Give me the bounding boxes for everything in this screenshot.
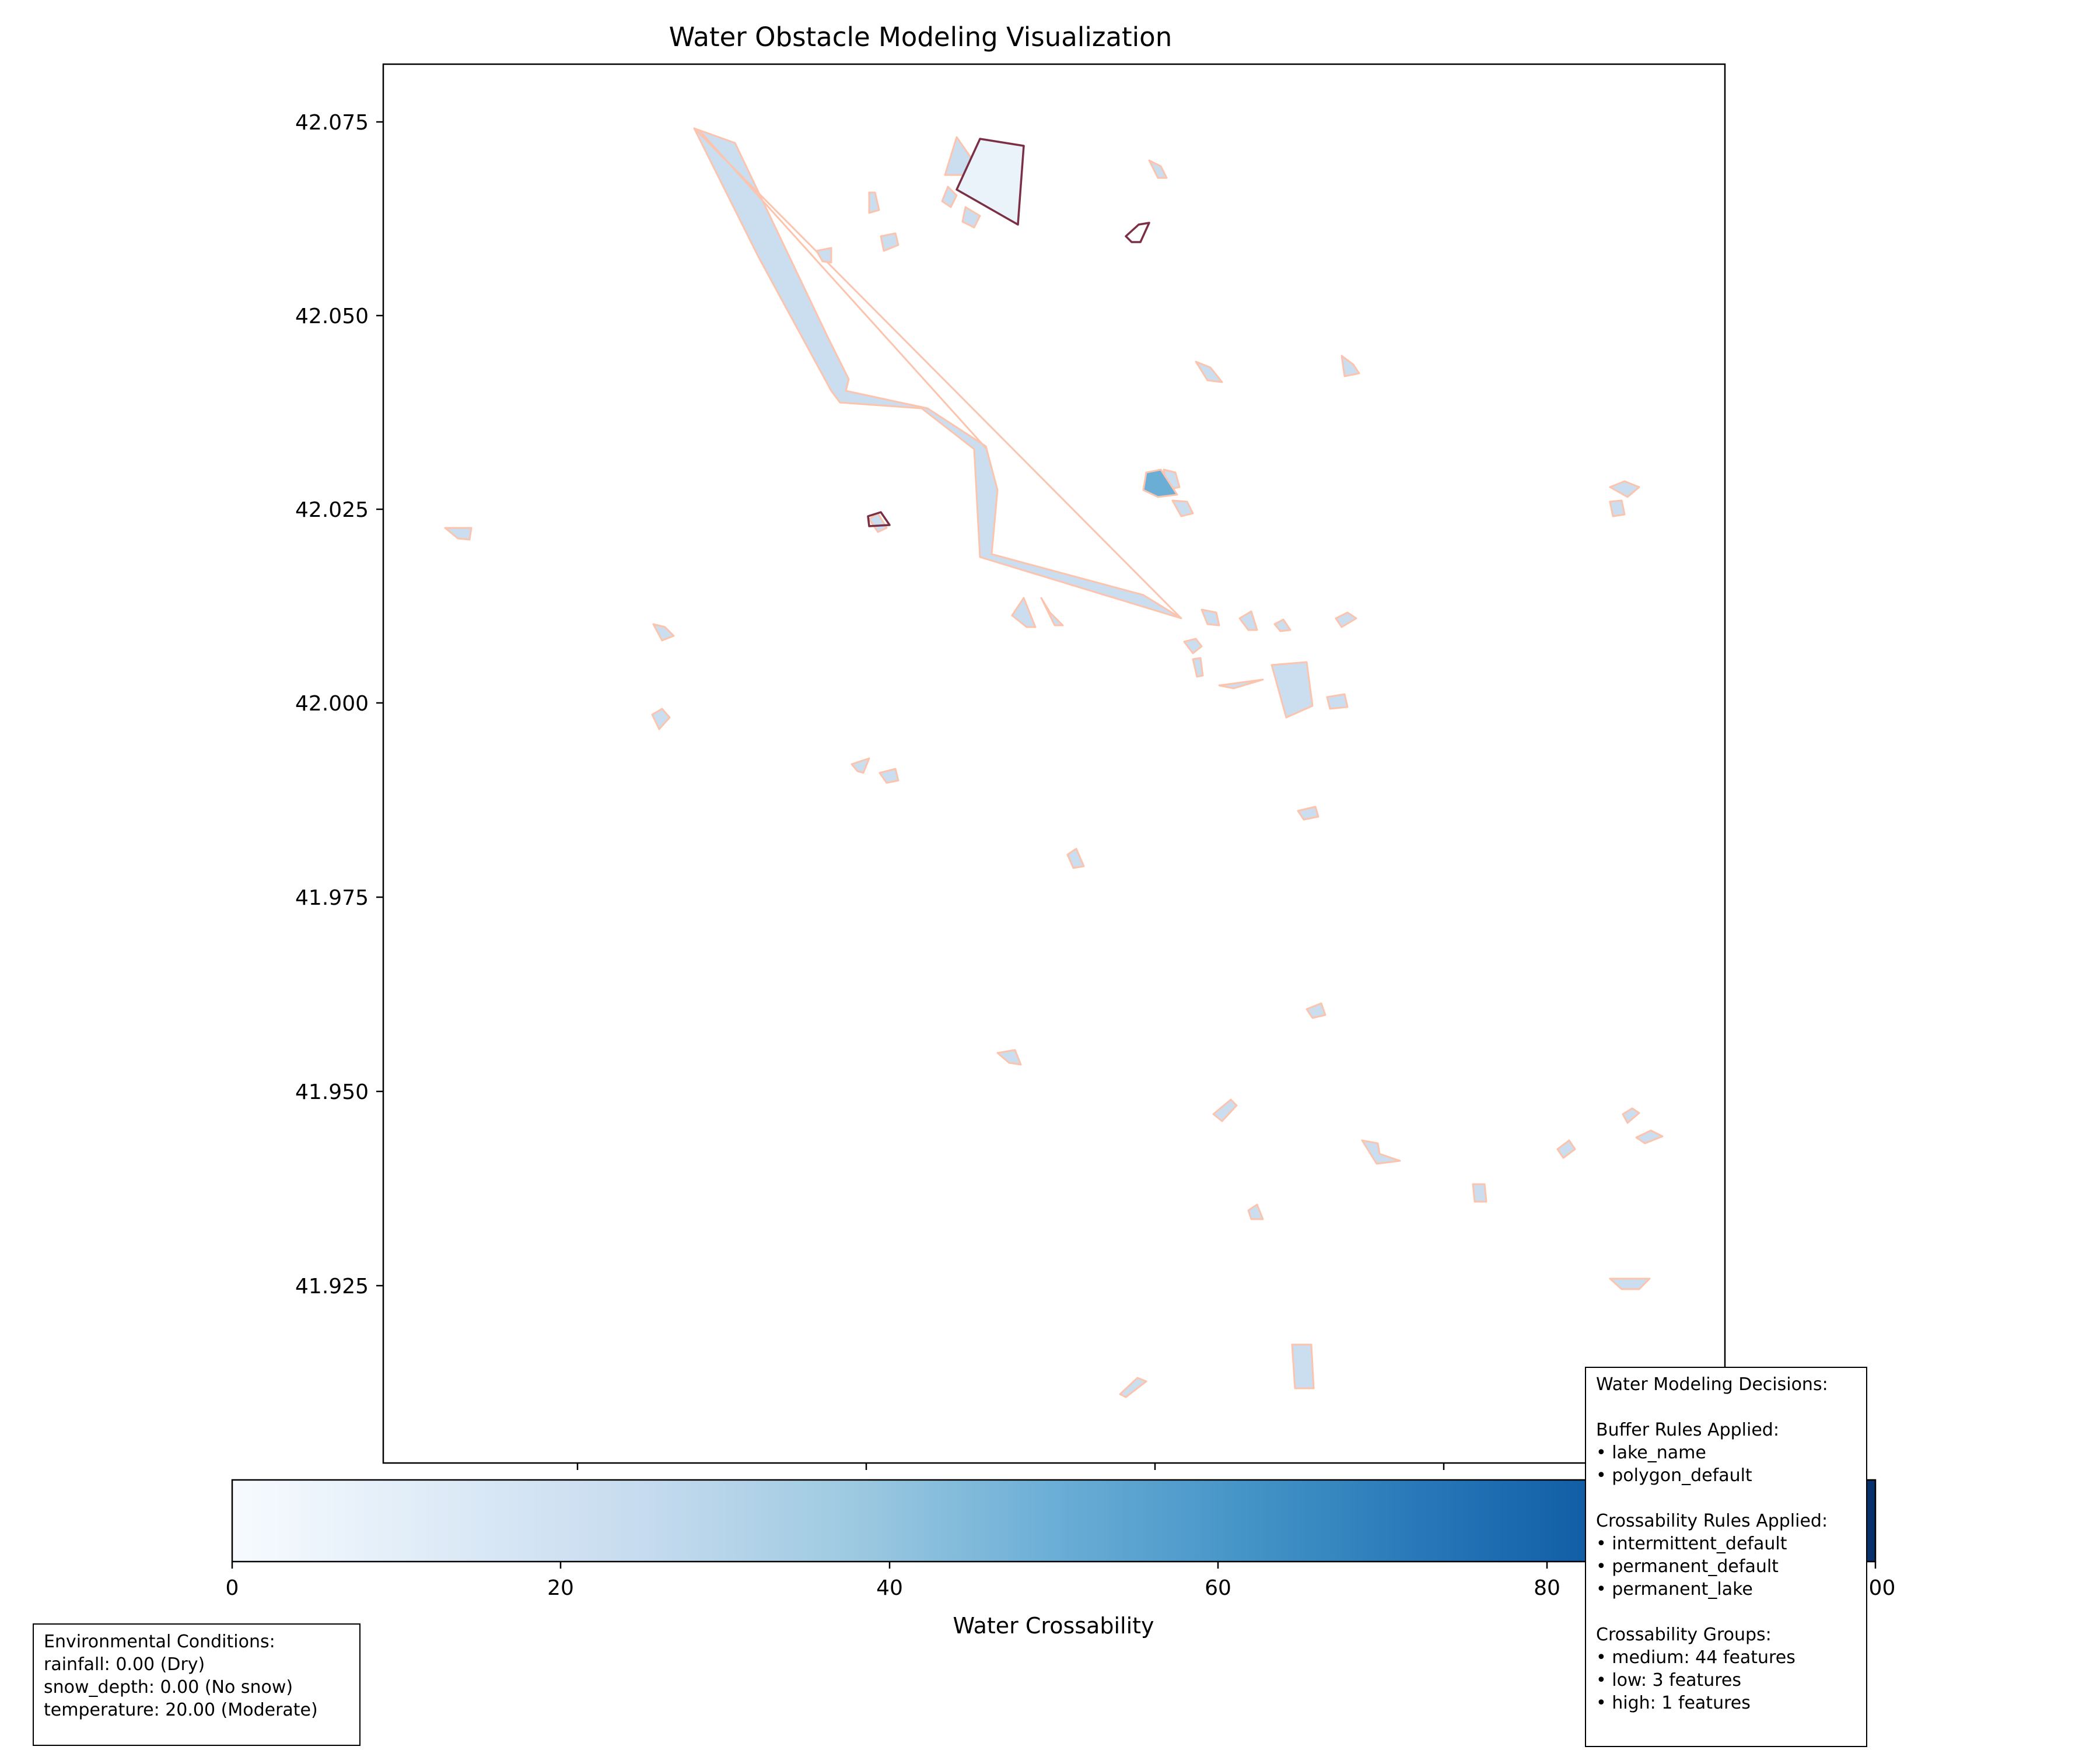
water-feature [1192,657,1204,678]
water-feature [1472,1183,1488,1203]
water-feature [1609,480,1640,498]
water-feature [1291,1343,1315,1390]
water-feature [1148,159,1168,179]
water-feature [1040,597,1064,626]
snow-depth-condition: snow_depth: 0.00 (No snow) [44,1677,293,1698]
spacer-line [1596,1601,1856,1623]
water-feature [1238,610,1258,631]
water-feature [868,191,880,214]
buffer-rule-item: • lake_name [1596,1443,1706,1463]
water-feature [878,768,900,784]
buffer-rules-heading: Buffer Rules Applied: [1596,1420,1779,1440]
buffer-rule-item: • polygon_default [1596,1465,1752,1486]
water-feature [1635,1129,1664,1144]
water-feature [996,1049,1022,1066]
rainfall-condition: rainfall: 0.00 (Dry) [44,1654,205,1675]
crossability-group-item: • medium: 44 features [1596,1647,1796,1668]
spacer-line [1596,1396,1856,1419]
water-feature [880,232,900,252]
water-feature-highlighted [1125,222,1150,243]
y-axis [376,121,383,1287]
water-feature [1200,608,1220,626]
water-feature [1171,499,1194,517]
water-feature [1119,1377,1147,1398]
water-feature [1066,848,1085,869]
water-feature [1183,638,1203,654]
crossability-group-item: • high: 1 features [1596,1693,1751,1713]
water-feature [652,623,675,642]
water-feature [961,206,981,229]
y-tick-label: 41.975 [295,886,369,910]
chart-title: Water Obstacle Modeling Visualization [669,22,1172,52]
y-tick-label: 41.925 [295,1275,369,1298]
water-feature [941,186,958,208]
crossability-groups-heading: Crossability Groups: [1596,1625,1772,1645]
y-tick-label: 42.000 [295,692,369,716]
y-tick-label: 41.950 [295,1080,369,1104]
spacer-line [1596,1487,1856,1510]
temperature-condition: temperature: 20.00 (Moderate) [44,1700,318,1720]
water-feature-high [1142,468,1178,498]
water-feature-highlighted [867,511,891,527]
water-feature [444,527,473,541]
crossability-rule-item: • intermittent_default [1596,1534,1787,1554]
water-feature [1335,611,1357,628]
y-tick-labels: 41.925 41.950 41.975 42.000 42.025 42.05… [295,111,369,1298]
water-feature [1247,1203,1264,1220]
map-frame [382,63,1726,1464]
crossability-rules-heading: Crossability Rules Applied: [1596,1511,1828,1531]
crossability-rule-item: • permanent_default [1596,1556,1779,1577]
water-feature [1306,1002,1326,1019]
environmental-conditions-box: Environmental Conditions: rainfall: 0.00… [33,1623,360,1746]
crossability-group-item: • low: 3 features [1596,1670,1742,1690]
environmental-conditions-title: Environmental Conditions: [44,1632,275,1652]
water-feature [1011,597,1037,628]
colorbar-label: Water Crossability [953,1613,1154,1639]
y-tick-label: 42.050 [295,304,369,328]
water-feature [1273,618,1292,632]
water-feature [868,512,888,533]
water-feature [1195,360,1223,383]
y-tick-label: 42.075 [295,111,369,135]
water-feature [1340,355,1360,377]
colorbar-tick-label: 40 [876,1576,903,1600]
x-axis-ticks [576,1463,1445,1470]
water-feature [1609,499,1626,517]
crossability-rule-item: • permanent_lake [1596,1579,1753,1600]
colorbar-ticks [231,1562,1877,1569]
water-feature [1326,693,1349,710]
water-feature [1297,806,1320,821]
water-feature [1361,1139,1401,1165]
y-tick-label: 42.025 [295,498,369,522]
water-feature [1270,661,1314,719]
water-feature-channel [699,130,987,449]
water-feature [651,708,671,730]
colorbar-tick-label: 0 [226,1576,239,1600]
water-feature [1218,678,1264,690]
water-feature-highlighted [956,138,1025,226]
water-feature [1556,1139,1576,1159]
water-modeling-decisions-box: Water Modeling Decisions: Buffer Rules A… [1585,1367,1867,1747]
water-feature [1622,1107,1640,1124]
colorbar-tick-label: 60 [1205,1576,1231,1600]
map-axes: 41.925 41.950 41.975 42.000 42.025 42.05… [295,63,1726,1470]
water-feature [816,247,832,264]
water-feature [1212,1098,1238,1122]
decisions-title: Water Modeling Decisions: [1596,1374,1828,1395]
water-feature-channel [693,127,1182,620]
water-feature [1609,1278,1651,1290]
colorbar-tick-label: 80 [1534,1576,1560,1600]
colorbar-tick-label: 20 [547,1576,574,1600]
water-feature [850,757,870,774]
water-features [444,127,1664,1398]
